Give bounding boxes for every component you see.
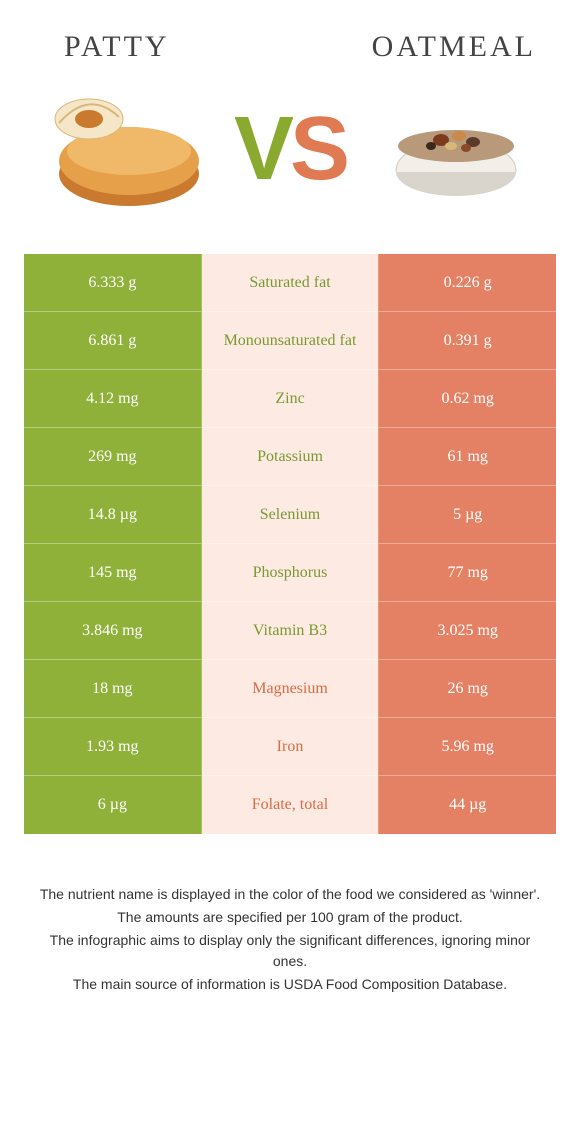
title-left: Patty bbox=[24, 30, 300, 64]
nutrient-label: Monounsaturated fat bbox=[202, 312, 379, 370]
value-left: 1.93 mg bbox=[24, 718, 202, 776]
value-right: 44 µg bbox=[378, 776, 556, 834]
nutrient-row: 4.12 mgZinc0.62 mg bbox=[24, 370, 556, 428]
value-left: 4.12 mg bbox=[24, 370, 202, 428]
value-left: 3.846 mg bbox=[24, 602, 202, 660]
hero-row: VS bbox=[24, 84, 556, 214]
value-right: 0.62 mg bbox=[378, 370, 556, 428]
nutrient-row: 1.93 mgIron5.96 mg bbox=[24, 718, 556, 776]
footnote-line: The infographic aims to display only the… bbox=[34, 930, 546, 972]
footnote-line: The amounts are specified per 100 gram o… bbox=[34, 907, 546, 928]
value-right: 26 mg bbox=[378, 660, 556, 718]
value-right: 61 mg bbox=[378, 428, 556, 486]
value-right: 77 mg bbox=[378, 544, 556, 602]
nutrient-row: 145 mgPhosphorus77 mg bbox=[24, 544, 556, 602]
value-left: 18 mg bbox=[24, 660, 202, 718]
nutrient-label: Zinc bbox=[202, 370, 379, 428]
nutrient-table: 6.333 gSaturated fat0.226 g6.861 gMonoun… bbox=[24, 254, 556, 834]
nutrient-row: 14.8 µgSelenium5 µg bbox=[24, 486, 556, 544]
nutrient-label: Selenium bbox=[202, 486, 379, 544]
nutrient-label: Vitamin B3 bbox=[202, 602, 379, 660]
nutrient-row: 269 mgPotassium61 mg bbox=[24, 428, 556, 486]
footnotes: The nutrient name is displayed in the co… bbox=[24, 884, 556, 995]
value-right: 5.96 mg bbox=[378, 718, 556, 776]
value-left: 269 mg bbox=[24, 428, 202, 486]
nutrient-row: 6.861 gMonounsaturated fat0.391 g bbox=[24, 312, 556, 370]
value-right: 3.025 mg bbox=[378, 602, 556, 660]
value-left: 6.333 g bbox=[24, 254, 202, 312]
vs-s: S bbox=[290, 99, 346, 199]
footnote-line: The nutrient name is displayed in the co… bbox=[34, 884, 546, 905]
vs-v: V bbox=[234, 99, 290, 199]
value-left: 6 µg bbox=[24, 776, 202, 834]
value-right: 5 µg bbox=[378, 486, 556, 544]
nutrient-label: Phosphorus bbox=[202, 544, 379, 602]
header-row: Patty Oatmeal bbox=[24, 30, 556, 64]
nutrient-row: 3.846 mgVitamin B33.025 mg bbox=[24, 602, 556, 660]
nutrient-label: Iron bbox=[202, 718, 379, 776]
nutrient-row: 18 mgMagnesium26 mg bbox=[24, 660, 556, 718]
value-right: 0.391 g bbox=[378, 312, 556, 370]
nutrient-row: 6 µgFolate, total44 µg bbox=[24, 776, 556, 834]
value-left: 6.861 g bbox=[24, 312, 202, 370]
value-left: 14.8 µg bbox=[24, 486, 202, 544]
nutrient-label: Folate, total bbox=[202, 776, 379, 834]
nutrient-label: Potassium bbox=[202, 428, 379, 486]
nutrient-row: 6.333 gSaturated fat0.226 g bbox=[24, 254, 556, 312]
oatmeal-image bbox=[356, 84, 556, 214]
nutrient-label: Magnesium bbox=[202, 660, 379, 718]
nutrient-label: Saturated fat bbox=[202, 254, 379, 312]
patty-image bbox=[24, 84, 224, 214]
value-right: 0.226 g bbox=[378, 254, 556, 312]
title-right: Oatmeal bbox=[300, 30, 556, 64]
footnote-line: The main source of information is USDA F… bbox=[34, 974, 546, 995]
value-left: 145 mg bbox=[24, 544, 202, 602]
vs-label: VS bbox=[234, 104, 346, 194]
